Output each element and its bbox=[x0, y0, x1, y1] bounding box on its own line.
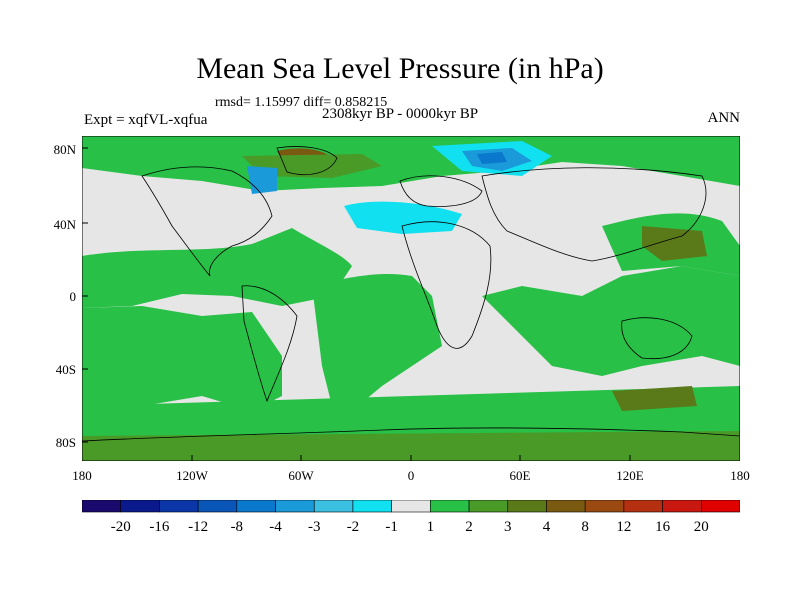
south-america-coast bbox=[241, 285, 298, 403]
stats-line: rmsd= 1.15997 diff= 0.858215 bbox=[215, 95, 388, 110]
colorbar-swatch bbox=[430, 500, 470, 513]
colorbar-label: 3 bbox=[504, 519, 512, 535]
indian-ocean-positive-region bbox=[482, 266, 740, 376]
south-pacific-positive-region bbox=[82, 306, 282, 411]
colorbar-swatch bbox=[120, 500, 160, 513]
colorbar-swatch bbox=[197, 500, 238, 513]
barents-core-low bbox=[477, 152, 507, 164]
colorbar-label: 4 bbox=[542, 519, 551, 535]
colorbar-label: -8 bbox=[230, 519, 244, 535]
australia-coast bbox=[621, 317, 693, 360]
southern-dark-anomaly bbox=[612, 386, 697, 411]
colorbar-swatch bbox=[159, 500, 199, 513]
colorbar-label: 1 bbox=[426, 519, 435, 535]
africa-coast bbox=[401, 221, 492, 349]
colorbar-label: -16 bbox=[149, 519, 170, 535]
colorbar-swatch bbox=[313, 500, 354, 513]
mediterranean-low-anomaly bbox=[344, 201, 462, 234]
colorbar-swatch bbox=[352, 500, 392, 513]
lon-label-0: 0 bbox=[407, 468, 415, 483]
lon-label-60w: 60W bbox=[288, 468, 314, 483]
lat-label-40n: 40N bbox=[53, 217, 76, 232]
antarctic-dark-band bbox=[82, 431, 740, 461]
north-pacific-positive-region bbox=[82, 228, 352, 308]
pressure-anomaly-map bbox=[82, 136, 740, 461]
greenland-coast bbox=[276, 146, 338, 175]
lon-label-120w: 120W bbox=[176, 468, 208, 483]
colorbar-swatch bbox=[623, 500, 663, 513]
colorbar-label: 12 bbox=[616, 519, 632, 535]
antarctica-coast bbox=[82, 427, 740, 442]
europe-coast bbox=[399, 175, 483, 207]
colorbar bbox=[82, 500, 740, 513]
colorbar-swatch bbox=[468, 500, 509, 513]
lat-label-0: 0 bbox=[69, 289, 77, 304]
colorbar-swatch bbox=[236, 500, 276, 513]
contour-fill-layer bbox=[82, 136, 740, 461]
lat-label-80n: 80N bbox=[53, 142, 76, 157]
colorbar-label: 20 bbox=[693, 519, 709, 535]
lon-label-120e: 120E bbox=[616, 468, 644, 483]
north-america-coast bbox=[141, 166, 273, 277]
map-title: Mean Sea Level Pressure (in hPa) bbox=[196, 52, 604, 85]
colorbar-swatch bbox=[275, 500, 315, 513]
colorbar-swatch bbox=[700, 500, 740, 513]
colorbar-swatch bbox=[82, 500, 122, 513]
lat-label-80s: 80S bbox=[55, 435, 76, 450]
lon-label-60e: 60E bbox=[509, 468, 531, 483]
lon-label-180w: 180 bbox=[72, 468, 92, 483]
lon-label-180e: 180 bbox=[730, 468, 750, 483]
colorbar-label: 16 bbox=[655, 519, 671, 535]
period-label: 2308kyr BP - 0000kyr BP bbox=[322, 106, 479, 122]
colorbar-label: -2 bbox=[346, 519, 360, 535]
arctic-positive-region bbox=[82, 136, 740, 191]
colorbar-label: -20 bbox=[110, 519, 131, 535]
colorbar-label: -4 bbox=[269, 519, 282, 535]
colorbar-label: -3 bbox=[307, 519, 321, 535]
lat-ticks bbox=[82, 147, 88, 443]
west-pacific-dark-anomaly bbox=[642, 226, 707, 261]
colorbar-label: -12 bbox=[188, 519, 209, 535]
colorbar-label: 8 bbox=[581, 519, 589, 535]
colorbar-swatch bbox=[584, 500, 625, 513]
south-atlantic-positive-region bbox=[312, 274, 442, 411]
colorbar-label: -1 bbox=[385, 519, 398, 535]
colorbar-label: 2 bbox=[465, 519, 473, 535]
lon-ticks bbox=[191, 455, 631, 461]
colorbar-swatch bbox=[546, 500, 586, 513]
colorbar-swatch bbox=[662, 500, 702, 513]
asia-coast bbox=[481, 167, 707, 262]
colorbar-swatch bbox=[507, 500, 547, 513]
canada-low-anomaly bbox=[247, 166, 277, 194]
season-label: ANN bbox=[707, 110, 741, 126]
experiment-label: Expt = xqfVL-xqfua bbox=[84, 112, 208, 128]
coastline-layer bbox=[82, 146, 740, 442]
colorbar-swatch bbox=[391, 500, 431, 513]
lat-label-40s: 40S bbox=[55, 362, 76, 377]
